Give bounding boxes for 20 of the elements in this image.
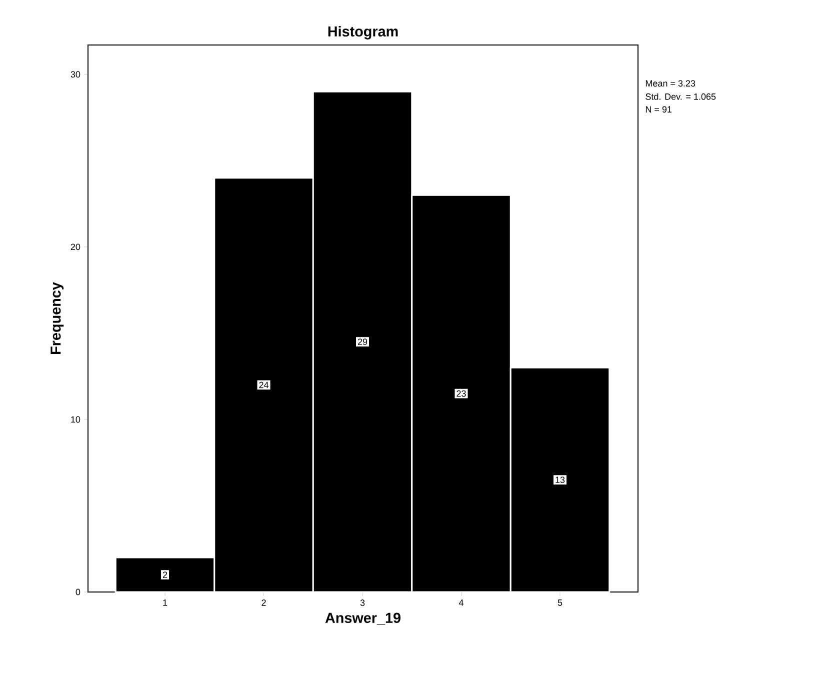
x-tick-label: 5 [558,600,562,606]
data-label: 2 [162,572,168,578]
y-axis-title: Frequency [50,282,64,354]
text: N = 91 [646,106,672,113]
data-label: 13 [556,476,565,484]
x-tick-label: 1 [163,600,168,606]
text: Std. Dev. = 1.065 [646,93,716,100]
chart-title: Histogram [328,26,398,40]
x-axis-title: Answer_19 [325,612,400,625]
x-tick-label: 2 [262,600,266,606]
y-tick-label: 20 [70,244,80,250]
y-tick-label: 10 [71,416,80,423]
x-tick-label: 4 [458,600,464,606]
data-label: 29 [358,338,368,345]
data-label: 23 [456,390,466,397]
data-label: 24 [259,382,268,388]
y-tick-label: 30 [70,71,80,78]
x-tick-label: 3 [360,600,365,606]
y-tick-label: 0 [76,588,80,596]
text: Mean = 3.23 [646,80,696,87]
